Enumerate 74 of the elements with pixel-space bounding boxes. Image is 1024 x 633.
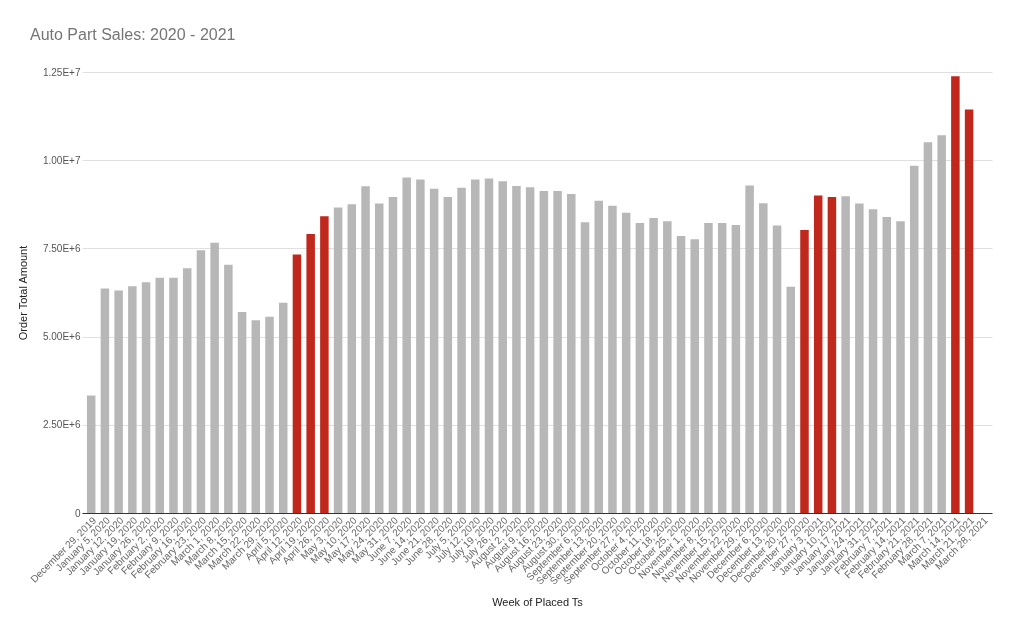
bar xyxy=(182,268,192,513)
bar xyxy=(169,277,178,513)
bar xyxy=(402,177,411,513)
bar xyxy=(251,320,261,513)
bar xyxy=(443,196,453,513)
bar xyxy=(114,290,123,513)
bar xyxy=(567,194,576,513)
bar xyxy=(896,221,905,513)
bar xyxy=(306,233,315,513)
bar xyxy=(649,218,658,513)
bar xyxy=(580,222,590,513)
bar xyxy=(759,203,768,513)
bar xyxy=(86,395,96,513)
bar xyxy=(964,109,974,513)
bar xyxy=(237,311,247,513)
bar xyxy=(827,196,837,513)
bar xyxy=(457,187,466,513)
bar xyxy=(484,178,494,513)
bar xyxy=(416,179,425,513)
bar xyxy=(608,205,617,513)
bar xyxy=(196,250,206,513)
bar xyxy=(210,242,219,513)
bar xyxy=(663,221,672,513)
bar xyxy=(553,190,562,513)
y-tick-label: 1.00E+7 xyxy=(42,154,81,166)
bar xyxy=(621,212,631,513)
bar xyxy=(772,225,782,513)
bar xyxy=(265,316,274,513)
bar xyxy=(800,230,809,513)
bar xyxy=(278,302,288,513)
bar xyxy=(429,188,439,513)
bar xyxy=(704,223,713,513)
bar xyxy=(471,179,480,513)
bar xyxy=(498,181,507,513)
y-tick-label: 2.50E+6 xyxy=(42,419,81,431)
bar xyxy=(333,207,343,513)
y-tick-label: 1.25E+7 xyxy=(42,66,81,78)
bar xyxy=(375,203,384,513)
bar xyxy=(539,190,549,513)
bar xyxy=(128,286,137,513)
bar xyxy=(882,217,892,513)
bar xyxy=(841,196,850,513)
bar xyxy=(100,288,110,513)
bar xyxy=(855,203,864,513)
chart-title: Auto Part Sales: 2020 - 2021 xyxy=(30,26,236,43)
bar xyxy=(868,209,878,513)
bar xyxy=(347,204,357,513)
bar xyxy=(388,196,398,513)
bar xyxy=(690,239,699,513)
y-tick-label: 7.50E+6 xyxy=(42,242,81,254)
bar xyxy=(320,216,329,513)
bar xyxy=(361,186,370,513)
y-axis-title: Order Total Amount xyxy=(16,245,29,341)
bar xyxy=(155,277,165,513)
bar xyxy=(909,165,919,513)
bar xyxy=(525,187,535,513)
y-tick-label: 5.00E+6 xyxy=(42,331,81,343)
bar xyxy=(717,223,727,513)
bar xyxy=(786,286,796,513)
bar xyxy=(745,185,754,513)
bar xyxy=(676,236,686,513)
bar xyxy=(594,200,603,513)
bar xyxy=(951,76,960,513)
bar xyxy=(923,142,933,513)
bar xyxy=(512,185,521,513)
bar xyxy=(141,282,151,513)
bar xyxy=(224,264,233,513)
bar xyxy=(937,135,946,513)
bar xyxy=(731,225,741,513)
y-tick-label: 0 xyxy=(74,507,81,519)
bar xyxy=(813,195,823,513)
x-axis-title: Week of Placed Ts xyxy=(492,595,584,608)
bar xyxy=(292,254,302,513)
bar xyxy=(635,223,645,513)
